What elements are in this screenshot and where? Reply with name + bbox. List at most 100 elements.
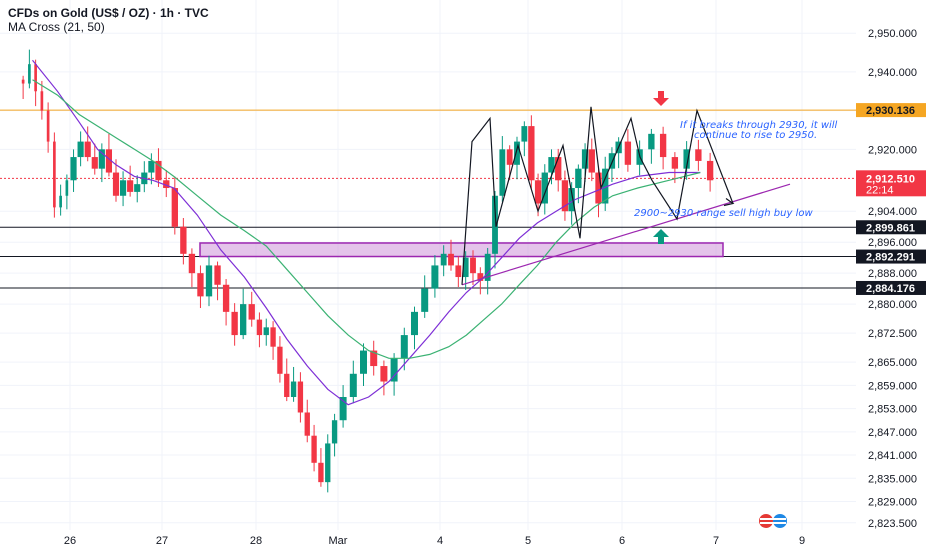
annotation-breakout-line1: If it breaks through 2930, it will: [680, 120, 838, 131]
symbol-title[interactable]: CFDs on Gold (US$ / OZ) · 1h · TVC: [8, 6, 209, 20]
candle-body-82: [648, 133, 655, 150]
drawings[interactable]: [461, 106, 791, 286]
candle-body-6: [59, 195, 62, 208]
price-label-box-2: [856, 249, 926, 264]
candle-body-2: [34, 64, 37, 92]
candle-body-80: [624, 141, 632, 165]
x-tick-label: 28: [250, 535, 262, 547]
candle-body-78: [608, 153, 616, 169]
candle-body-50: [400, 335, 408, 359]
candle-body-86: [695, 149, 702, 161]
candle-body-10: [84, 141, 91, 158]
y-tick-label: 2,896.000: [868, 237, 917, 249]
candle-body-40: [311, 435, 317, 463]
y-tick-label: 2,920.000: [868, 144, 917, 156]
candle-body-68: [541, 172, 548, 204]
x-tick-label: 4: [437, 535, 443, 547]
candle-body-48: [380, 366, 388, 382]
candle-body-27: [214, 265, 221, 285]
candle-body-11: [91, 157, 98, 169]
candle-body-66: [528, 126, 535, 181]
candle-body-67: [534, 180, 542, 204]
candle-body-30: [240, 304, 247, 336]
candle-body-29: [231, 311, 238, 336]
y-tick-label: 2,950.000: [868, 28, 917, 40]
candle-body-14: [112, 172, 120, 196]
x-tick-label: 5: [525, 535, 531, 547]
candle-body-60: [484, 253, 491, 281]
candle-body-42: [325, 443, 331, 483]
candle-body-46: [360, 350, 367, 374]
x-tick-label: 27: [156, 535, 168, 547]
candle-body-87: [706, 160, 714, 181]
candle-body-13: [105, 149, 113, 173]
time-axis[interactable]: 26 27 28 Mar 4 5 6 7 9: [64, 535, 805, 547]
candle-body-3: [40, 91, 44, 111]
last-price-label: 2,912.510: [866, 173, 915, 185]
price-axis-bg: [856, 0, 932, 550]
x-tick-label: 26: [64, 535, 76, 547]
candle-body-28: [222, 284, 230, 312]
candle-body-74: [581, 149, 589, 169]
price-label-0: 2,930.136: [866, 105, 915, 117]
candle-body-17: [134, 184, 141, 192]
candle-body-72: [568, 188, 575, 212]
y-tick-label: 2,904.000: [868, 206, 917, 218]
price-label-box-1: [856, 220, 926, 235]
candle-body-43: [331, 420, 338, 444]
candle-body-24: [188, 253, 196, 274]
price-label-box-0: [856, 103, 926, 118]
candle-body-23: [180, 226, 187, 254]
candle-body-38: [297, 381, 304, 413]
candle-body-5: [53, 141, 56, 208]
range-zone[interactable]: [199, 242, 724, 258]
x-tick-label: 7: [713, 535, 719, 547]
y-tick-label: 2,847.000: [868, 427, 917, 439]
candle-body-63: [506, 149, 513, 165]
price-axis[interactable]: 2,950.0002,940.0002,930.0002,920.0002,90…: [856, 0, 932, 550]
candle-body-64: [514, 141, 520, 165]
flag-icon[interactable]: [759, 514, 787, 528]
candle-body-16: [127, 180, 134, 192]
x-tick-label: 9: [799, 535, 805, 547]
candle-body-55: [448, 253, 454, 266]
candle-body-4: [46, 110, 50, 142]
candle-body-35: [277, 346, 283, 374]
y-tick-label: 2,823.500: [868, 518, 917, 530]
candle-body-65: [521, 126, 528, 142]
candle-body-34: [270, 327, 276, 347]
candle-body-37: [290, 381, 297, 398]
annotations: If it breaks through 2930, it will conti…: [634, 91, 838, 244]
candle-body-7: [65, 180, 69, 196]
candle-body-36: [284, 373, 290, 398]
indicator-title[interactable]: MA Cross (21, 50): [8, 20, 105, 34]
zone-rect: [199, 242, 724, 258]
candle-body-71: [561, 180, 569, 212]
candle-body-49: [390, 358, 398, 382]
y-tick-label: 2,872.500: [868, 328, 917, 340]
candle-body-25: [197, 273, 204, 297]
last-price-box: [856, 170, 926, 197]
annotation-range: 2900~2930 range sell high buy low: [634, 208, 813, 219]
y-tick-label: 2,829.000: [868, 496, 917, 508]
candle-body-47: [370, 350, 378, 367]
candle-body-56: [455, 265, 462, 278]
candle-body-41: [318, 462, 324, 483]
y-tick-label: 2,841.000: [868, 450, 917, 462]
moving-averages: [32, 59, 701, 406]
candle-body-45: [349, 373, 357, 398]
x-tick-label: Mar: [329, 535, 348, 547]
candle-body-9: [77, 141, 84, 158]
arrow-down-icon: [653, 91, 669, 106]
candle-body-85: [683, 149, 690, 169]
candle-body-76: [595, 172, 602, 204]
candle-body-69: [548, 157, 555, 173]
candle-body-33: [263, 327, 269, 336]
candle-body-52: [421, 288, 429, 312]
candle-body-19: [148, 160, 155, 173]
candle-body-51: [411, 311, 418, 336]
grid: [0, 0, 856, 530]
y-tick-label: 2,888.000: [868, 268, 917, 280]
y-tick-label: 2,859.000: [868, 380, 917, 392]
